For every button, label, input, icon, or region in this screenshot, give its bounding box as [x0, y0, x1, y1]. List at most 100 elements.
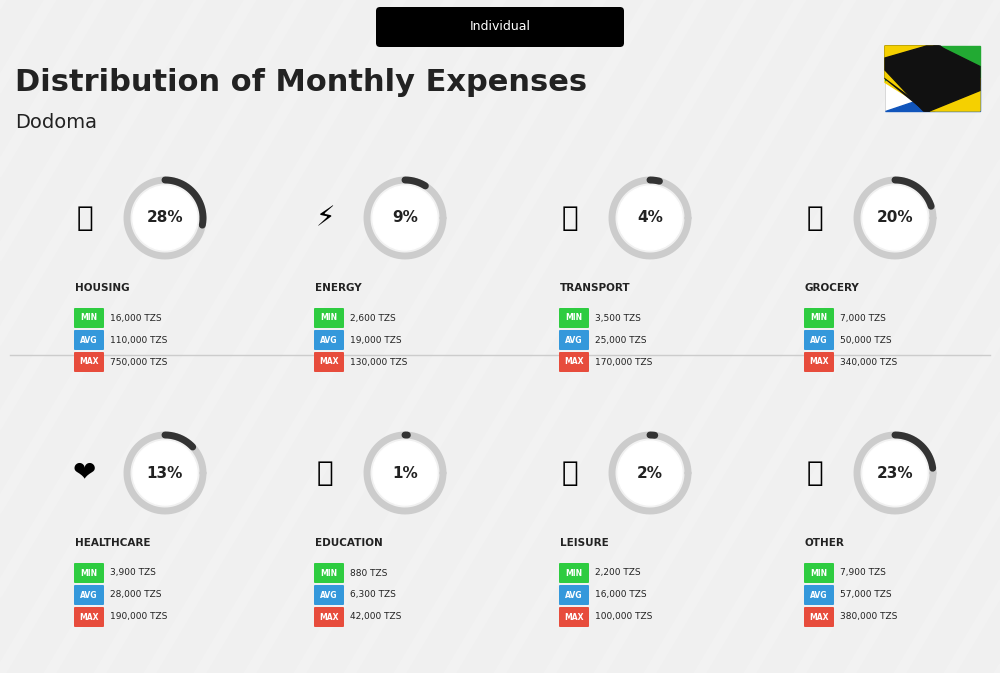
Text: 750,000 TZS: 750,000 TZS: [110, 357, 167, 367]
FancyBboxPatch shape: [314, 563, 344, 583]
Text: 16,000 TZS: 16,000 TZS: [595, 590, 647, 600]
Text: Distribution of Monthly Expenses: Distribution of Monthly Expenses: [15, 68, 587, 97]
Text: AVG: AVG: [565, 590, 583, 600]
Text: MAX: MAX: [564, 612, 584, 621]
Text: 1%: 1%: [392, 466, 418, 481]
FancyBboxPatch shape: [804, 308, 834, 328]
FancyBboxPatch shape: [74, 607, 104, 627]
Text: 170,000 TZS: 170,000 TZS: [595, 357, 652, 367]
Polygon shape: [885, 46, 980, 79]
Text: Individual: Individual: [470, 20, 530, 34]
Text: MIN: MIN: [80, 569, 98, 577]
Text: MAX: MAX: [319, 612, 339, 621]
FancyBboxPatch shape: [559, 585, 589, 605]
Text: 👜: 👜: [807, 459, 823, 487]
Circle shape: [373, 441, 437, 505]
Circle shape: [373, 186, 437, 250]
Text: 🛍️: 🛍️: [562, 459, 578, 487]
Text: ENERGY: ENERGY: [315, 283, 362, 293]
FancyBboxPatch shape: [559, 352, 589, 372]
Text: ❤️: ❤️: [73, 459, 97, 487]
Text: MAX: MAX: [319, 357, 339, 367]
Text: 42,000 TZS: 42,000 TZS: [350, 612, 401, 621]
Text: MIN: MIN: [320, 314, 338, 322]
Text: 13%: 13%: [147, 466, 183, 481]
FancyBboxPatch shape: [314, 352, 344, 372]
Text: MIN: MIN: [320, 569, 338, 577]
Text: 20%: 20%: [877, 211, 913, 225]
Polygon shape: [885, 46, 980, 111]
Polygon shape: [885, 46, 980, 111]
Text: MAX: MAX: [79, 612, 99, 621]
Text: MAX: MAX: [809, 357, 829, 367]
Text: MIN: MIN: [565, 569, 583, 577]
Text: AVG: AVG: [320, 590, 338, 600]
Circle shape: [618, 441, 682, 505]
Text: 380,000 TZS: 380,000 TZS: [840, 612, 897, 621]
Polygon shape: [885, 46, 980, 111]
Text: GROCERY: GROCERY: [805, 283, 860, 293]
FancyBboxPatch shape: [804, 607, 834, 627]
FancyBboxPatch shape: [314, 585, 344, 605]
Text: Dodoma: Dodoma: [15, 113, 97, 132]
Text: 3,500 TZS: 3,500 TZS: [595, 314, 641, 322]
Circle shape: [863, 441, 927, 505]
Text: 3,900 TZS: 3,900 TZS: [110, 569, 156, 577]
Text: AVG: AVG: [80, 590, 98, 600]
Text: 🎓: 🎓: [317, 459, 333, 487]
FancyBboxPatch shape: [559, 330, 589, 350]
Text: 100,000 TZS: 100,000 TZS: [595, 612, 652, 621]
Text: 9%: 9%: [392, 211, 418, 225]
Text: 2,600 TZS: 2,600 TZS: [350, 314, 396, 322]
Text: 190,000 TZS: 190,000 TZS: [110, 612, 167, 621]
Polygon shape: [885, 79, 980, 111]
Text: MAX: MAX: [79, 357, 99, 367]
Text: MIN: MIN: [810, 314, 828, 322]
Text: 🚌: 🚌: [562, 204, 578, 232]
Text: MAX: MAX: [564, 357, 584, 367]
Text: 7,900 TZS: 7,900 TZS: [840, 569, 886, 577]
Text: MAX: MAX: [809, 612, 829, 621]
Text: 23%: 23%: [877, 466, 913, 481]
FancyBboxPatch shape: [804, 352, 834, 372]
Text: TRANSPORT: TRANSPORT: [560, 283, 631, 293]
FancyBboxPatch shape: [74, 308, 104, 328]
FancyBboxPatch shape: [314, 330, 344, 350]
Text: AVG: AVG: [80, 336, 98, 345]
FancyBboxPatch shape: [559, 308, 589, 328]
FancyBboxPatch shape: [74, 585, 104, 605]
Text: 2%: 2%: [637, 466, 663, 481]
FancyBboxPatch shape: [314, 607, 344, 627]
Polygon shape: [885, 46, 928, 81]
FancyBboxPatch shape: [74, 563, 104, 583]
Text: 6,300 TZS: 6,300 TZS: [350, 590, 396, 600]
Text: 16,000 TZS: 16,000 TZS: [110, 314, 162, 322]
Text: 19,000 TZS: 19,000 TZS: [350, 336, 402, 345]
Text: MIN: MIN: [565, 314, 583, 322]
Text: MIN: MIN: [810, 569, 828, 577]
Text: 880 TZS: 880 TZS: [350, 569, 387, 577]
FancyBboxPatch shape: [74, 330, 104, 350]
FancyBboxPatch shape: [314, 308, 344, 328]
Text: ⚡: ⚡: [315, 204, 335, 232]
FancyBboxPatch shape: [804, 563, 834, 583]
FancyBboxPatch shape: [885, 46, 980, 111]
Circle shape: [863, 186, 927, 250]
Text: OTHER: OTHER: [805, 538, 845, 548]
Text: 🛒: 🛒: [807, 204, 823, 232]
Text: 130,000 TZS: 130,000 TZS: [350, 357, 407, 367]
Text: 110,000 TZS: 110,000 TZS: [110, 336, 167, 345]
Text: EDUCATION: EDUCATION: [315, 538, 383, 548]
Text: AVG: AVG: [810, 336, 828, 345]
Polygon shape: [885, 46, 980, 111]
Polygon shape: [937, 75, 980, 111]
Text: MIN: MIN: [80, 314, 98, 322]
Circle shape: [618, 186, 682, 250]
Text: AVG: AVG: [565, 336, 583, 345]
FancyBboxPatch shape: [804, 330, 834, 350]
Text: AVG: AVG: [320, 336, 338, 345]
Text: 28%: 28%: [147, 211, 183, 225]
Text: LEISURE: LEISURE: [560, 538, 609, 548]
FancyBboxPatch shape: [559, 607, 589, 627]
Text: 25,000 TZS: 25,000 TZS: [595, 336, 646, 345]
